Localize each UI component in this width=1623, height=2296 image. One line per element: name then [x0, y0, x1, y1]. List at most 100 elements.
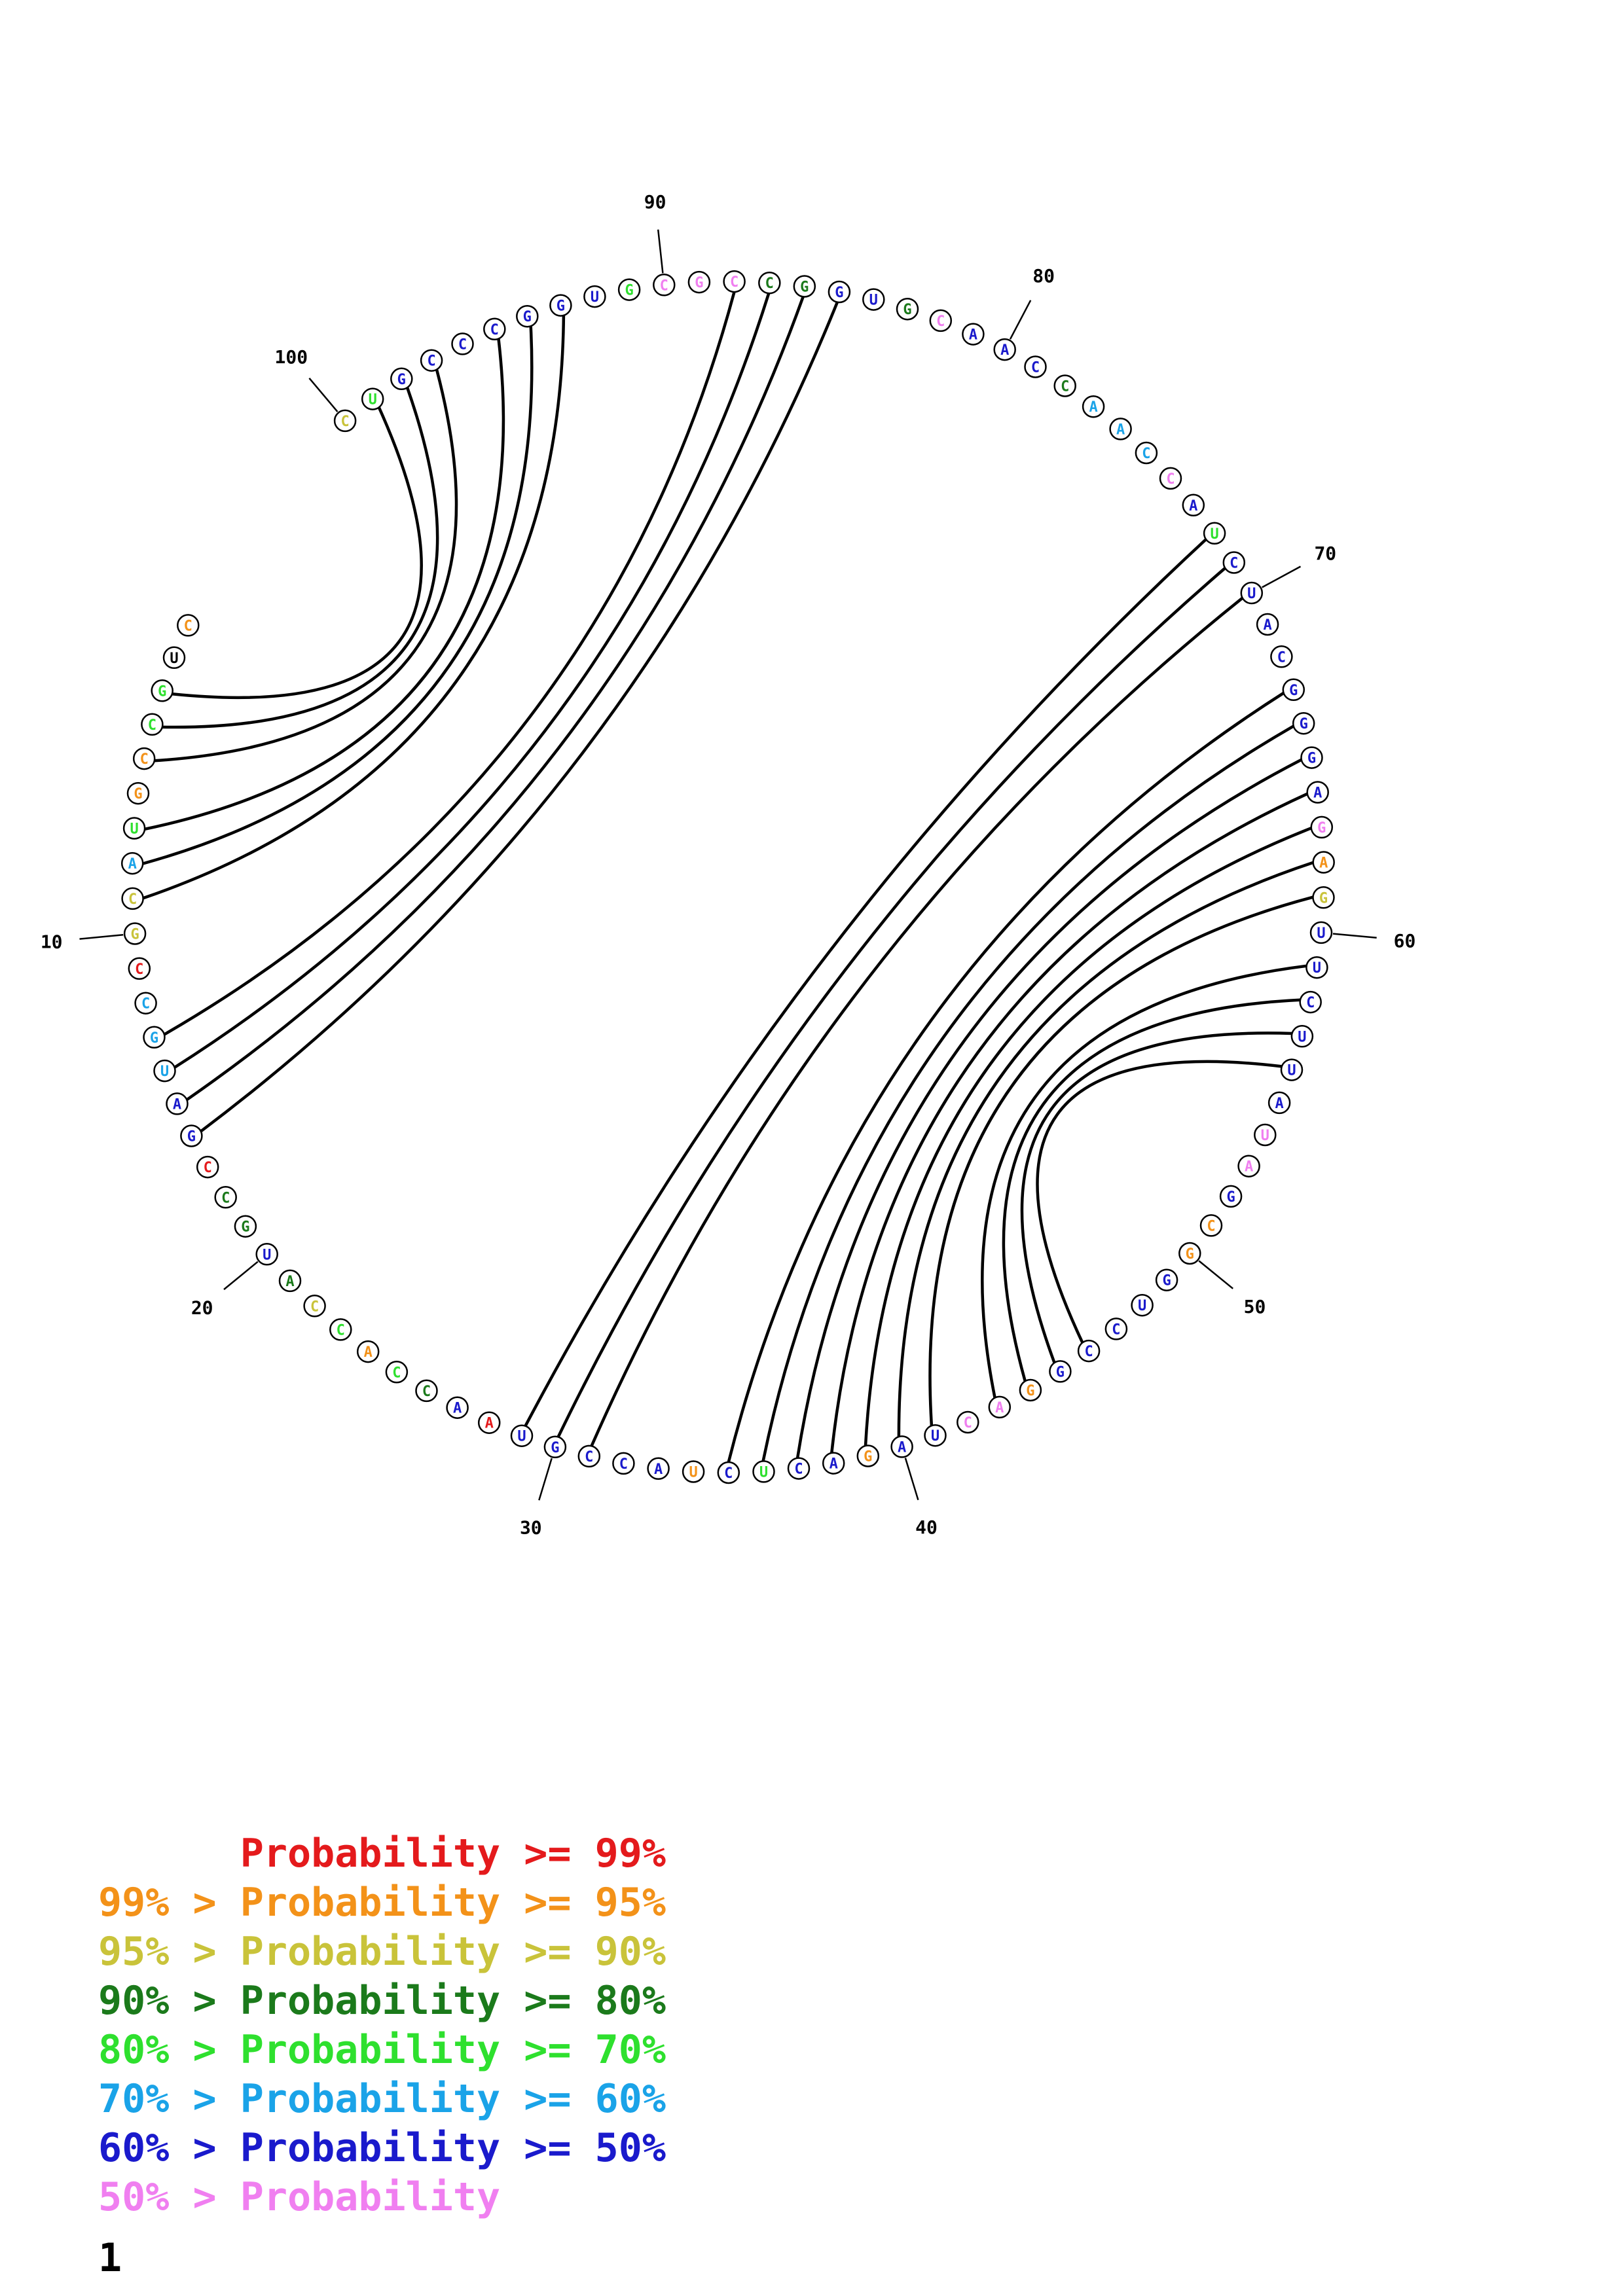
legend-lower-bound: 50%	[98, 2174, 170, 2220]
nucleotide-50: G	[1178, 1242, 1201, 1265]
nucleotide-38: A	[822, 1452, 845, 1475]
nucleotide-letter: A	[898, 1439, 906, 1456]
legend-row: Probability >= 99%	[98, 1829, 666, 1878]
nucleotide-circle	[1182, 493, 1205, 517]
nucleotide-letter: C	[458, 336, 467, 353]
nucleotide-letter: C	[936, 314, 945, 330]
nucleotide-circle	[752, 1460, 775, 1483]
nucleotide-37: C	[787, 1457, 811, 1480]
nucleotide-29: U	[510, 1424, 534, 1447]
nucleotide-letter: C	[135, 961, 143, 978]
nucleotide-letter: U	[160, 1064, 169, 1080]
nucleotide-59: U	[1305, 956, 1328, 979]
nucleotide-27: A	[446, 1396, 469, 1419]
nucleotide-circle	[1135, 441, 1158, 465]
nucleotide-17: C	[196, 1155, 219, 1179]
legend-label: Probability	[240, 1880, 501, 1926]
pair-arc-39-63	[864, 827, 1312, 1446]
pair-arc-4-98	[162, 387, 439, 729]
legend-ge-sign: >=	[524, 1880, 572, 1926]
nucleotide-73: A	[1182, 493, 1205, 517]
nucleotide-circle	[451, 332, 474, 355]
nucleotide-88: C	[723, 270, 746, 293]
nucleotide-48: U	[1131, 1293, 1154, 1317]
nucleotide-circle	[1299, 990, 1322, 1014]
legend-label: Probability	[240, 2076, 501, 2122]
nucleotide-22: C	[303, 1295, 326, 1318]
nucleotide-letter: G	[551, 1440, 559, 1456]
nucleotide-53: A	[1237, 1155, 1260, 1177]
legend-gt-sign: >	[192, 1880, 217, 1926]
legend-row: 80% > Probability >= 70%	[98, 2026, 666, 2075]
nucleotide-47: C	[1104, 1318, 1128, 1340]
nucleotide-circle	[1310, 816, 1334, 839]
tick-line-100	[308, 377, 338, 412]
nucleotide-57: U	[1290, 1025, 1314, 1048]
nucleotide-letter: C	[765, 276, 774, 292]
nucleotide-4: C	[141, 713, 164, 736]
legend-ge-sign: >=	[524, 2125, 572, 2171]
nucleotide-letter: C	[1142, 446, 1150, 462]
nucleotide-letter: C	[660, 278, 668, 294]
nucleotide-63: G	[1310, 816, 1334, 839]
nucleotide-letter: U	[1247, 586, 1256, 602]
nucleotide-letter: A	[830, 1456, 838, 1473]
pair-arc-8-94	[142, 326, 534, 865]
nucleotide-letter: C	[1084, 1344, 1093, 1360]
legend-ge-sign: >=	[524, 2076, 572, 2122]
nucleotide-letter: G	[1319, 890, 1328, 906]
legend-row: 99% > Probability >= 95%	[98, 1878, 666, 1928]
nucleotide-circle	[1256, 613, 1279, 636]
nucleotide-24: A	[356, 1340, 380, 1363]
pair-arc-41-61	[928, 895, 1314, 1426]
nucleotide-circle	[543, 1435, 567, 1459]
nucleotide-letter: A	[453, 1401, 462, 1417]
nucleotide-letter: G	[1026, 1383, 1034, 1399]
nucleotide-letter: G	[523, 309, 532, 325]
legend-gt-sign: >	[192, 1978, 217, 2024]
pair-arc-9-93	[142, 315, 566, 900]
nucleotide-49: G	[1155, 1268, 1178, 1291]
legend-upper-bound: 50%	[594, 2125, 666, 2171]
tick-line-70	[1262, 565, 1302, 588]
nucleotide-91: G	[617, 278, 641, 301]
nucleotide-circle	[390, 367, 413, 391]
nucleotide-letter: U	[517, 1429, 526, 1445]
nucleotide-28: A	[477, 1411, 501, 1434]
nucleotide-12: C	[134, 992, 157, 1014]
nucleotide-circle	[446, 1396, 469, 1419]
pair-arc-7-95	[144, 338, 505, 831]
nucleotide-letter: G	[1186, 1246, 1194, 1263]
nucleotide-letter: A	[1319, 855, 1328, 872]
nucleotide-circle	[1309, 921, 1333, 944]
nucleotide-26: C	[415, 1379, 438, 1403]
legend-upper-bound: 70%	[594, 2027, 666, 2073]
nucleotide-10: G	[123, 922, 147, 945]
nucleotide-51: C	[1199, 1214, 1223, 1237]
nucleotide-circle	[1155, 1268, 1178, 1291]
legend-lower-bound: 95%	[98, 1929, 170, 1975]
nucleotide-circle	[516, 304, 539, 328]
nucleotide-19: G	[234, 1215, 257, 1238]
legend-label: Probability	[240, 1929, 501, 1975]
tick-line-80	[1009, 300, 1032, 340]
pair-arc-36-66	[761, 725, 1294, 1462]
nucleotide-79: C	[1024, 355, 1047, 378]
pair-arc-3-99	[172, 406, 423, 700]
nucleotide-64: A	[1306, 781, 1329, 804]
nucleotide-1: C	[177, 614, 200, 637]
nucleotide-75: C	[1135, 441, 1158, 465]
nucleotide-circle	[890, 1435, 913, 1458]
nucleotide-letter: U	[1313, 960, 1321, 977]
nucleotide-letter: C	[585, 1449, 593, 1465]
nucleotide-87: C	[758, 271, 781, 295]
nucleotide-100: C	[333, 409, 357, 433]
nucleotide-30: G	[543, 1435, 567, 1459]
nucleotide-letter: A	[1275, 1096, 1283, 1112]
nucleotide-74: C	[1159, 467, 1182, 490]
nucleotide-23: C	[329, 1318, 352, 1341]
nucleotide-circle	[385, 1361, 409, 1384]
nucleotide-circle	[617, 278, 641, 301]
legend-label: Probability	[240, 1978, 501, 2024]
pair-arc-15-86	[186, 296, 805, 1102]
